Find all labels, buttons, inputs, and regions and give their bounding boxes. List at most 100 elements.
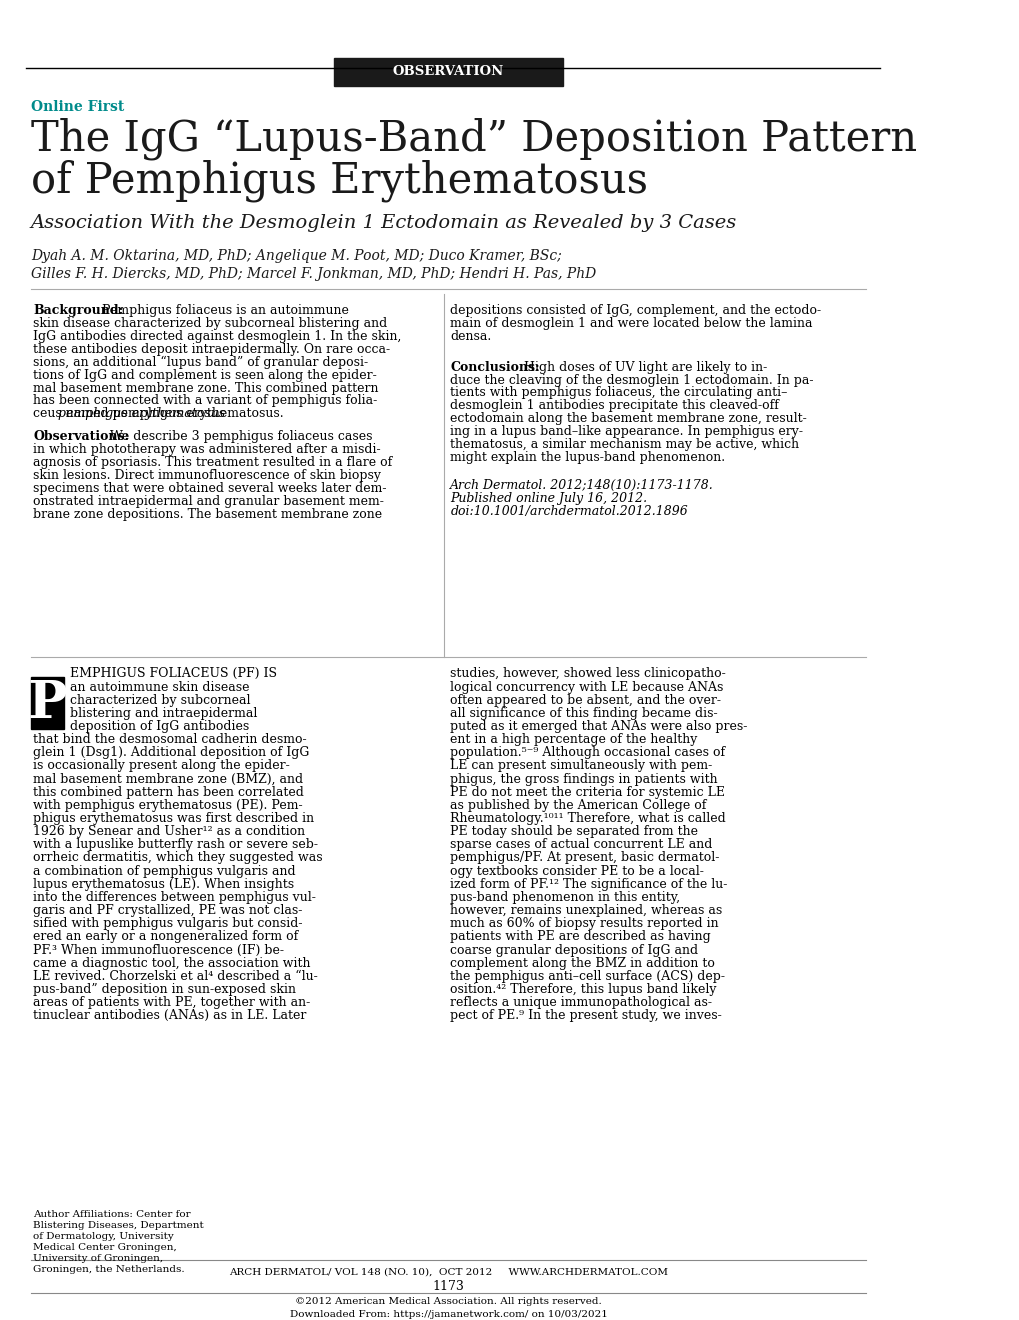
Text: pemphigus/PF. At present, basic dermatol-: pemphigus/PF. At present, basic dermatol… — [450, 851, 719, 865]
Text: ARCH DERMATOL/ VOL 148 (NO. 10),  OCT 2012     WWW.ARCHDERMATOL.COM: ARCH DERMATOL/ VOL 148 (NO. 10), OCT 201… — [229, 1267, 667, 1276]
Text: phigus erythematosus was first described in: phigus erythematosus was first described… — [34, 812, 314, 825]
Text: much as 60% of biopsy results reported in: much as 60% of biopsy results reported i… — [450, 917, 718, 931]
Text: is occasionally present along the epider-: is occasionally present along the epider… — [34, 759, 289, 772]
Text: mal basement membrane zone. This combined pattern: mal basement membrane zone. This combine… — [34, 381, 378, 395]
Text: pus-band phenomenon in this entity,: pus-band phenomenon in this entity, — [450, 891, 680, 904]
Text: logical concurrency with LE because ANAs: logical concurrency with LE because ANAs — [450, 681, 723, 693]
Text: IgG antibodies directed against desmoglein 1. In the skin,: IgG antibodies directed against desmogle… — [34, 330, 401, 343]
Text: doi:10.1001/archdermatol.2012.1896: doi:10.1001/archdermatol.2012.1896 — [450, 506, 688, 517]
Text: phigus, the gross findings in patients with: phigus, the gross findings in patients w… — [450, 772, 717, 785]
Text: Gilles F. H. Diercks, MD, PhD; Marcel F. Jonkman, MD, PhD; Hendri H. Pas, PhD: Gilles F. H. Diercks, MD, PhD; Marcel F.… — [31, 267, 595, 281]
Text: LE can present simultaneously with pem-: LE can present simultaneously with pem- — [450, 759, 712, 772]
Text: ized form of PF.¹² The significance of the lu-: ized form of PF.¹² The significance of t… — [450, 878, 727, 891]
Text: mal basement membrane zone (BMZ), and: mal basement membrane zone (BMZ), and — [34, 772, 304, 785]
Text: Rheumatology.¹⁰¹¹ Therefore, what is called: Rheumatology.¹⁰¹¹ Therefore, what is cal… — [450, 812, 726, 825]
Text: the pemphigus anti–cell surface (ACS) dep-: the pemphigus anti–cell surface (ACS) de… — [450, 970, 725, 983]
Text: all significance of this finding became dis-: all significance of this finding became … — [450, 706, 717, 719]
Text: osition.⁴² Therefore, this lupus band likely: osition.⁴² Therefore, this lupus band li… — [450, 983, 716, 997]
Text: orrheic dermatitis, which they suggested was: orrheic dermatitis, which they suggested… — [34, 851, 323, 865]
Text: Observations:: Observations: — [34, 430, 129, 444]
Text: Groningen, the Netherlands.: Groningen, the Netherlands. — [34, 1265, 184, 1274]
Text: agnosis of psoriasis. This treatment resulted in a flare of: agnosis of psoriasis. This treatment res… — [34, 457, 392, 469]
Text: duce the cleaving of the desmoglein 1 ectodomain. In pa-: duce the cleaving of the desmoglein 1 ec… — [450, 374, 813, 387]
Text: University of Groningen,: University of Groningen, — [34, 1254, 163, 1263]
Text: of Pemphigus Erythematosus: of Pemphigus Erythematosus — [31, 160, 647, 202]
Text: glein 1 (Dsg1). Additional deposition of IgG: glein 1 (Dsg1). Additional deposition of… — [34, 746, 310, 759]
Text: however, remains unexplained, whereas as: however, remains unexplained, whereas as — [450, 904, 721, 917]
Text: deposition of IgG antibodies: deposition of IgG antibodies — [70, 719, 250, 733]
Text: desmoglein 1 antibodies precipitate this cleaved-off: desmoglein 1 antibodies precipitate this… — [450, 400, 779, 412]
Text: High doses of UV light are likely to in-: High doses of UV light are likely to in- — [520, 360, 766, 374]
Text: PE do not meet the criteria for systemic LE: PE do not meet the criteria for systemic… — [450, 785, 725, 799]
Text: Association With the Desmoglein 1 Ectodomain as Revealed by 3 Cases: Association With the Desmoglein 1 Ectodo… — [31, 214, 737, 232]
Text: We describe 3 pemphigus foliaceus cases: We describe 3 pemphigus foliaceus cases — [106, 430, 373, 444]
Text: pect of PE.⁹ In the present study, we inves-: pect of PE.⁹ In the present study, we in… — [450, 1010, 721, 1022]
Text: into the differences between pemphigus vul-: into the differences between pemphigus v… — [34, 891, 316, 904]
Text: Pemphigus foliaceus is an autoimmune: Pemphigus foliaceus is an autoimmune — [98, 304, 348, 317]
Text: The IgG “Lupus-Band” Deposition Pattern: The IgG “Lupus-Band” Deposition Pattern — [31, 117, 916, 160]
Text: a combination of pemphigus vulgaris and: a combination of pemphigus vulgaris and — [34, 865, 296, 878]
Text: Conclusions:: Conclusions: — [450, 360, 539, 374]
Text: EMPHIGUS FOLIACEUS (PF) IS: EMPHIGUS FOLIACEUS (PF) IS — [70, 668, 277, 680]
Text: reflects a unique immunopathological as-: reflects a unique immunopathological as- — [450, 997, 711, 1008]
Text: this combined pattern has been correlated: this combined pattern has been correlate… — [34, 785, 304, 799]
Text: Background:: Background: — [34, 304, 123, 317]
Text: Medical Center Groningen,: Medical Center Groningen, — [34, 1243, 177, 1253]
Text: PE today should be separated from the: PE today should be separated from the — [450, 825, 698, 838]
Text: tinuclear antibodies (ANAs) as in LE. Later: tinuclear antibodies (ANAs) as in LE. La… — [34, 1010, 307, 1022]
Text: onstrated intraepidermal and granular basement mem-: onstrated intraepidermal and granular ba… — [34, 495, 384, 508]
Text: pus-band” deposition in sun-exposed skin: pus-band” deposition in sun-exposed skin — [34, 983, 297, 997]
Text: ectodomain along the basement membrane zone, result-: ectodomain along the basement membrane z… — [450, 412, 806, 425]
Text: with a lupuslike butterfly rash or severe seb-: with a lupuslike butterfly rash or sever… — [34, 838, 318, 851]
Text: tions of IgG and complement is seen along the epider-: tions of IgG and complement is seen alon… — [34, 368, 377, 381]
Text: that bind the desmosomal cadherin desmo-: that bind the desmosomal cadherin desmo- — [34, 733, 307, 746]
FancyBboxPatch shape — [334, 58, 562, 86]
Text: complement along the BMZ in addition to: complement along the BMZ in addition to — [450, 957, 714, 970]
Text: as published by the American College of: as published by the American College of — [450, 799, 706, 812]
Text: lupus erythematosus (LE). When insights: lupus erythematosus (LE). When insights — [34, 878, 294, 891]
Text: areas of patients with PE, together with an-: areas of patients with PE, together with… — [34, 997, 311, 1008]
Text: Published online July 16, 2012.: Published online July 16, 2012. — [450, 492, 647, 506]
Text: ogy textbooks consider PE to be a local-: ogy textbooks consider PE to be a local- — [450, 865, 703, 878]
Text: often appeared to be absent, and the over-: often appeared to be absent, and the ove… — [450, 694, 720, 706]
Text: PF.³ When immunofluorescence (IF) be-: PF.³ When immunofluorescence (IF) be- — [34, 944, 284, 957]
Text: studies, however, showed less clinicopatho-: studies, however, showed less clinicopat… — [450, 668, 726, 680]
Text: Blistering Diseases, Department: Blistering Diseases, Department — [34, 1221, 204, 1230]
Text: might explain the lupus-band phenomenon.: might explain the lupus-band phenomenon. — [450, 451, 725, 465]
Text: ent in a high percentage of the healthy: ent in a high percentage of the healthy — [450, 733, 697, 746]
Text: Online First: Online First — [31, 99, 124, 114]
Text: skin disease characterized by subcorneal blistering and: skin disease characterized by subcorneal… — [34, 317, 387, 330]
Text: Author Affiliations: Center for: Author Affiliations: Center for — [34, 1210, 191, 1220]
Text: patients with PE are described as having: patients with PE are described as having — [450, 931, 710, 944]
Text: sparse cases of actual concurrent LE and: sparse cases of actual concurrent LE and — [450, 838, 712, 851]
Text: an autoimmune skin disease: an autoimmune skin disease — [70, 681, 250, 693]
Text: sified with pemphigus vulgaris but consid-: sified with pemphigus vulgaris but consi… — [34, 917, 303, 931]
Text: with pemphigus erythematosus (PE). Pem-: with pemphigus erythematosus (PE). Pem- — [34, 799, 303, 812]
FancyBboxPatch shape — [31, 677, 64, 729]
Text: population.⁵⁻⁹ Although occasional cases of: population.⁵⁻⁹ Although occasional cases… — [450, 746, 725, 759]
Text: these antibodies deposit intraepidermally. On rare occa-: these antibodies deposit intraepidermall… — [34, 343, 390, 355]
Text: P: P — [28, 677, 67, 729]
Text: densa.: densa. — [450, 330, 491, 343]
Text: has been connected with a variant of pemphigus folia-: has been connected with a variant of pem… — [34, 395, 377, 408]
Text: pemphigus erythematosus: pemphigus erythematosus — [58, 408, 225, 420]
Text: LE revived. Chorzelski et al⁴ described a “lu-: LE revived. Chorzelski et al⁴ described … — [34, 970, 318, 983]
Text: in which phototherapy was administered after a misdi-: in which phototherapy was administered a… — [34, 444, 381, 457]
Text: ©2012 American Medical Association. All rights reserved.: ©2012 American Medical Association. All … — [294, 1298, 601, 1305]
Text: ceus named pemphigus erythematosus.: ceus named pemphigus erythematosus. — [34, 408, 283, 420]
Text: tients with pemphigus foliaceus, the circulating anti–: tients with pemphigus foliaceus, the cir… — [450, 387, 787, 400]
Text: ered an early or a nongeneralized form of: ered an early or a nongeneralized form o… — [34, 931, 299, 944]
Text: brane zone depositions. The basement membrane zone: brane zone depositions. The basement mem… — [34, 508, 382, 521]
Text: main of desmoglein 1 and were located below the lamina: main of desmoglein 1 and were located be… — [450, 317, 812, 330]
Text: thematosus, a similar mechanism may be active, which: thematosus, a similar mechanism may be a… — [450, 438, 799, 451]
Text: came a diagnostic tool, the association with: came a diagnostic tool, the association … — [34, 957, 311, 970]
Text: characterized by subcorneal: characterized by subcorneal — [70, 694, 251, 706]
Text: garis and PF crystallized, PE was not clas-: garis and PF crystallized, PE was not cl… — [34, 904, 303, 917]
Text: specimens that were obtained several weeks later dem-: specimens that were obtained several wee… — [34, 482, 386, 495]
Text: Downloaded From: https://jamanetwork.com/ on 10/03/2021: Downloaded From: https://jamanetwork.com… — [289, 1309, 607, 1319]
Text: skin lesions. Direct immunofluorescence of skin biopsy: skin lesions. Direct immunofluorescence … — [34, 469, 381, 482]
Text: coarse granular depositions of IgG and: coarse granular depositions of IgG and — [450, 944, 698, 957]
Text: blistering and intraepidermal: blistering and intraepidermal — [70, 706, 258, 719]
Text: depositions consisted of IgG, complement, and the ectodo-: depositions consisted of IgG, complement… — [450, 304, 820, 317]
Text: puted as it emerged that ANAs were also pres-: puted as it emerged that ANAs were also … — [450, 719, 747, 733]
